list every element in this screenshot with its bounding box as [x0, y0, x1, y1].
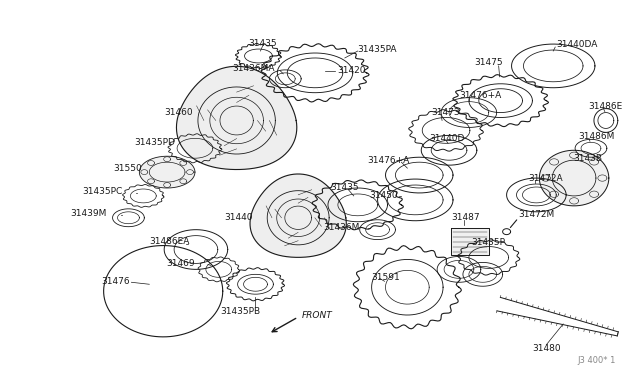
Text: 31435PD: 31435PD	[134, 138, 175, 147]
Text: 31475: 31475	[474, 58, 502, 67]
Text: 31450: 31450	[370, 192, 398, 201]
Text: 31435: 31435	[330, 183, 358, 192]
Polygon shape	[540, 150, 609, 206]
Text: 31440D: 31440D	[429, 134, 465, 143]
Text: 31472A: 31472A	[529, 174, 563, 183]
Text: 31476+A: 31476+A	[459, 91, 501, 100]
Text: 31435PA: 31435PA	[358, 45, 397, 54]
Polygon shape	[140, 156, 195, 188]
Text: 3143B: 3143B	[573, 154, 602, 163]
Text: 31420: 31420	[337, 66, 365, 76]
Text: 31435P: 31435P	[471, 238, 505, 247]
Text: 31440: 31440	[224, 213, 253, 222]
Text: 31435: 31435	[248, 39, 277, 48]
Text: 31591: 31591	[372, 273, 401, 282]
Text: 31435PB: 31435PB	[221, 307, 260, 315]
Text: 31476: 31476	[102, 277, 131, 286]
Text: FRONT: FRONT	[302, 311, 333, 320]
Text: 31476+A: 31476+A	[367, 156, 410, 165]
Text: 31486M: 31486M	[578, 132, 614, 141]
Text: 31460: 31460	[164, 108, 193, 117]
Text: 31436M: 31436M	[323, 223, 359, 232]
Polygon shape	[451, 228, 489, 256]
Text: 31469: 31469	[166, 259, 195, 268]
Text: J3 400* 1: J3 400* 1	[577, 356, 616, 365]
Text: 31480: 31480	[532, 344, 561, 353]
Text: 31472M: 31472M	[518, 210, 555, 219]
Text: 31440DA: 31440DA	[556, 39, 598, 49]
Polygon shape	[177, 66, 297, 170]
Text: 31439M: 31439M	[70, 209, 106, 218]
Text: 31486EA: 31486EA	[149, 237, 189, 246]
Polygon shape	[250, 174, 346, 257]
Text: 31436MA: 31436MA	[233, 64, 275, 73]
Text: 31486E: 31486E	[588, 102, 622, 111]
Text: 31435PC: 31435PC	[82, 187, 122, 196]
Text: 31487: 31487	[451, 213, 479, 222]
Text: 31550: 31550	[113, 164, 142, 173]
Text: 31473: 31473	[431, 108, 460, 117]
